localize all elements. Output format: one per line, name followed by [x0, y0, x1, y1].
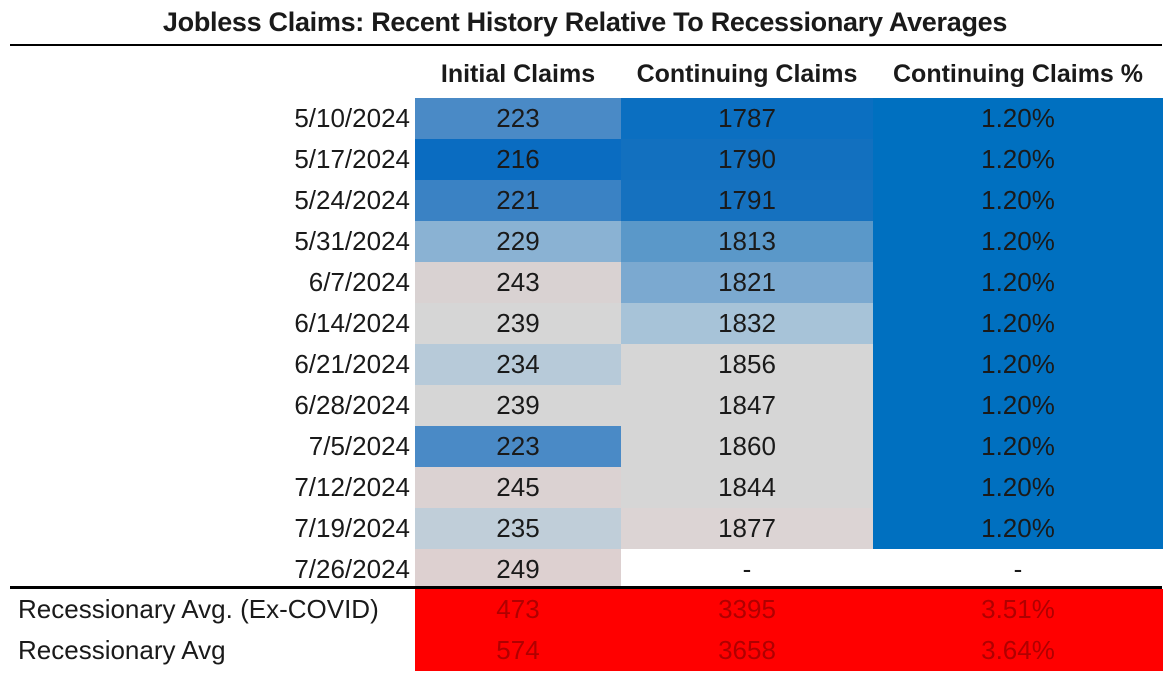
table-row: 7/5/2024 223 1860 1.20% [0, 426, 1168, 467]
table-row: 6/14/2024 239 1832 1.20% [0, 303, 1168, 344]
continuing-claims-pct-cell: 1.20% [873, 262, 1163, 303]
title-divider [10, 44, 1162, 46]
initial-claims-cell: 235 [415, 508, 621, 549]
continuing-claims-pct-cell: 1.20% [873, 303, 1163, 344]
continuing-claims-pct-cell: 1.20% [873, 426, 1163, 467]
row-date: 6/7/2024 [308, 267, 410, 297]
continuing-claims-cell: 1790 [621, 139, 873, 180]
continuing-claims-cell: 1813 [621, 221, 873, 262]
initial-claims-cell: 245 [415, 467, 621, 508]
continuing-claims-pct-cell: 1.20% [873, 508, 1163, 549]
initial-claims-cell: 234 [415, 344, 621, 385]
table-row: 5/17/2024 216 1790 1.20% [0, 139, 1168, 180]
row-date: 7/5/2024 [308, 431, 410, 461]
continuing-claims-pct-cell: 1.20% [873, 180, 1163, 221]
initial-claims-cell: 221 [415, 180, 621, 221]
header-continuing-claims: Continuing Claims [636, 60, 858, 88]
continuing-claims-pct-cell: - [873, 549, 1163, 590]
table-row: 5/24/2024 221 1791 1.20% [0, 180, 1168, 221]
initial-claims-cell: 239 [415, 385, 621, 426]
recession-row-ex-covid: Recessionary Avg. (Ex-COVID) 473 3395 3.… [0, 589, 1168, 630]
row-date: 5/17/2024 [294, 144, 410, 174]
recession-initial-cell: 574 [415, 630, 621, 671]
table-row: 7/26/2024 249- - [0, 549, 1168, 590]
initial-claims-cell: 243 [415, 262, 621, 303]
initial-claims-cell: 249 [415, 549, 621, 590]
initial-claims-cell: 216 [415, 139, 621, 180]
row-date: 6/21/2024 [294, 349, 410, 379]
continuing-claims-cell: 1877 [621, 508, 873, 549]
initial-claims-cell: 239 [415, 303, 621, 344]
row-date: 7/26/2024 [294, 554, 410, 584]
table-row: 5/10/2024 223 1787 1.20% [0, 98, 1168, 139]
row-date: 6/14/2024 [294, 308, 410, 338]
table-title: Jobless Claims: Recent History Relative … [162, 7, 1008, 37]
initial-claims-cell: 229 [415, 221, 621, 262]
row-date: 7/19/2024 [294, 513, 410, 543]
header-continuing-claims-pct: Continuing Claims % [893, 60, 1143, 88]
recession-pct-cell: 3.64% [873, 630, 1163, 671]
header-initial-claims: Initial Claims [440, 60, 596, 88]
recession-label: Recessionary Avg. (Ex-COVID) [18, 594, 379, 624]
recession-continuing-cell: 3395 [621, 589, 873, 630]
continuing-claims-pct-cell: 1.20% [873, 139, 1163, 180]
continuing-claims-cell: 1832 [621, 303, 873, 344]
continuing-claims-pct-cell: 1.20% [873, 98, 1163, 139]
continuing-claims-pct-cell: 1.20% [873, 385, 1163, 426]
row-date: 5/24/2024 [294, 185, 410, 215]
table-row: 7/19/2024 235 1877 1.20% [0, 508, 1168, 549]
table-row: 6/7/2024 243 1821 1.20% [0, 262, 1168, 303]
recession-pct-cell: 3.51% [873, 589, 1163, 630]
continuing-claims-cell: 1844 [621, 467, 873, 508]
table-row: 6/21/2024 234 1856 1.20% [0, 344, 1168, 385]
recession-label: Recessionary Avg [18, 635, 226, 665]
table-row: 7/12/2024 245 1844 1.20% [0, 467, 1168, 508]
continuing-claims-cell: 1856 [621, 344, 873, 385]
continuing-claims-cell: 1860 [621, 426, 873, 467]
continuing-claims-cell: 1791 [621, 180, 873, 221]
recession-initial-cell: 473 [415, 589, 621, 630]
table-row: 5/31/2024 229 1813 1.20% [0, 221, 1168, 262]
continuing-claims-pct-cell: 1.20% [873, 344, 1163, 385]
continuing-claims-pct-cell: 1.20% [873, 221, 1163, 262]
table-row: 6/28/2024 239 1847 1.20% [0, 385, 1168, 426]
initial-claims-cell: 223 [415, 426, 621, 467]
continuing-claims-cell: - [621, 549, 873, 590]
continuing-claims-cell: 1821 [621, 262, 873, 303]
row-date: 5/31/2024 [294, 226, 410, 256]
initial-claims-cell: 223 [415, 98, 621, 139]
recession-divider [10, 586, 1162, 589]
recession-continuing-cell: 3658 [621, 630, 873, 671]
row-date: 6/28/2024 [294, 390, 410, 420]
continuing-claims-cell: 1787 [621, 98, 873, 139]
recession-row-all: Recessionary Avg 574 3658 3.64% [0, 630, 1168, 671]
continuing-claims-cell: 1847 [621, 385, 873, 426]
continuing-claims-pct-cell: 1.20% [873, 467, 1163, 508]
row-date: 7/12/2024 [294, 472, 410, 502]
row-date: 5/10/2024 [294, 103, 410, 133]
